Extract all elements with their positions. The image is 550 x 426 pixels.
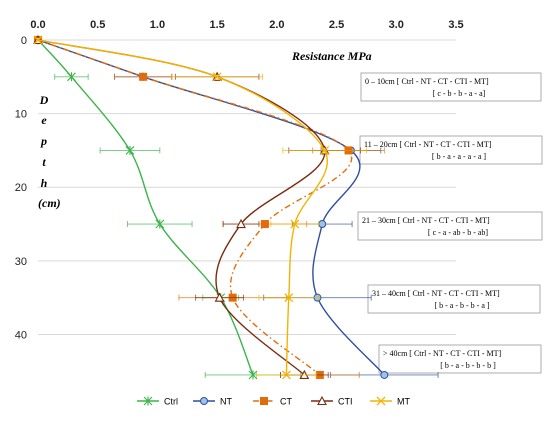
annotation-frame	[367, 284, 541, 314]
series-cti	[33, 34, 361, 380]
data-point	[200, 397, 208, 405]
x-tick-label: 1.0	[150, 19, 165, 31]
x-tick-label: 1.5	[209, 19, 224, 31]
legend-item: CTI	[311, 395, 353, 407]
annotation-line1: 11 – 20cm [ Ctrl - NT - CT - CTI - MT]	[364, 140, 492, 149]
plot-area	[33, 34, 439, 380]
x-tick-label: 2.5	[329, 19, 344, 31]
x-tick-label: 0.5	[90, 19, 105, 31]
series-mt	[33, 35, 367, 380]
series-line	[37, 39, 328, 375]
annotation-line1: 31 – 40cm [ Ctrl - NT - CT - CTI - MT]	[372, 289, 500, 298]
gridlines	[38, 39, 456, 335]
annotation-line2: [ b - a - a - a - a ]	[432, 152, 487, 161]
annotation-line2: [ c - b - b - a - a]	[433, 89, 486, 98]
data-point	[380, 370, 389, 379]
data-point	[67, 72, 76, 82]
data-point	[320, 145, 330, 155]
legend-item: Ctrl	[137, 396, 178, 407]
y-tick-label: 40	[15, 329, 27, 341]
data-point	[212, 72, 222, 82]
data-point	[260, 220, 269, 229]
annotation-frame	[357, 211, 543, 241]
data-point	[318, 220, 327, 229]
legend-label: MT	[397, 397, 410, 407]
x-tick-label: 2.0	[269, 19, 284, 31]
annotation-box: 31 – 40cm [ Ctrl - NT - CT - CTI - MT] [ …	[367, 284, 541, 314]
data-point	[317, 395, 327, 406]
data-point	[248, 370, 258, 380]
legend-item: CT	[253, 397, 292, 407]
data-point	[236, 218, 246, 229]
annotation-line2: [ b - a - b - b - b ]	[440, 361, 496, 370]
y-axis-title-letter: D	[39, 93, 49, 107]
data-point	[139, 72, 148, 81]
y-tick-label: 30	[15, 256, 27, 268]
y-axis-ticks: 0 10 20 30 40	[15, 35, 27, 341]
data-point	[260, 397, 268, 405]
legend-label: CTI	[338, 397, 353, 407]
annotation-box: 0 – 10cm [ Ctrl - NT - CT - CTI - MT] [ c…	[360, 72, 542, 102]
annotation-line1: 21 – 30cm [ Ctrl - NT - CT - CTI - MT]	[362, 216, 490, 225]
y-tick-label: 0	[21, 35, 27, 47]
legend-item: MT	[370, 397, 410, 407]
series-line	[37, 39, 326, 376]
y-axis-title-letter: p	[40, 134, 47, 148]
x-tick-label: 3.0	[389, 19, 404, 31]
y-axis-title-letter: t	[42, 155, 46, 169]
legend-item: NT	[193, 397, 232, 407]
data-point	[155, 219, 165, 229]
y-axis-title-letter: e	[41, 113, 47, 127]
x-axis-ticks: 0.0 0.5 1.0 1.5 2.0 2.5 3.0 3.5	[30, 19, 463, 31]
data-point	[290, 219, 300, 229]
annotation-line2: [ c - a - ab - b - ab]	[428, 228, 489, 237]
annotation-box: 21 – 30cm [ Ctrl - NT - CT - CTI - MT] [ …	[357, 211, 543, 241]
data-point	[281, 370, 291, 380]
series-line	[37, 39, 254, 376]
annotation-line1: > 40cm [ Ctrl - NT - CT - CTI - MT]	[383, 349, 502, 358]
data-point	[214, 292, 225, 302]
annotation-frame	[378, 344, 542, 374]
x-tick-label: 3.5	[448, 19, 463, 31]
annotation-line1: 0 – 10cm [ Ctrl - NT - CT - CTI - MT]	[365, 77, 489, 86]
data-point	[376, 396, 386, 406]
annotation-frame	[360, 72, 542, 102]
series-line	[37, 39, 353, 376]
series-line	[37, 39, 385, 376]
x-axis-title: Resistance MPa	[291, 49, 372, 63]
annotation-box: > 40cm [ Ctrl - NT - CT - CTI - MT] [ b -…	[378, 344, 542, 374]
data-point	[284, 293, 294, 303]
y-tick-label: 10	[15, 109, 27, 121]
data-point	[33, 35, 43, 45]
annotation-boxes: 0 – 10cm [ Ctrl - NT - CT - CTI - MT] [ c…	[357, 72, 543, 374]
series-ctrl	[33, 35, 302, 380]
legend: Ctrl NT CT CTI MT	[137, 395, 410, 407]
data-point	[143, 396, 153, 406]
x-tick-label: 0.0	[30, 19, 45, 31]
y-axis-title-letter: h	[41, 176, 48, 190]
legend-label: NT	[220, 397, 232, 407]
legend-label: Ctrl	[164, 397, 178, 407]
legend-label: CT	[280, 397, 292, 407]
data-point	[125, 145, 135, 155]
annotation-box: 11 – 20cm [ Ctrl - NT - CT - CTI - MT] [ …	[359, 135, 543, 165]
y-axis-title-letter: (cm)	[38, 196, 61, 210]
annotation-line2: [ b - a - b - b - a ]	[434, 301, 489, 310]
y-tick-label: 20	[15, 182, 27, 194]
